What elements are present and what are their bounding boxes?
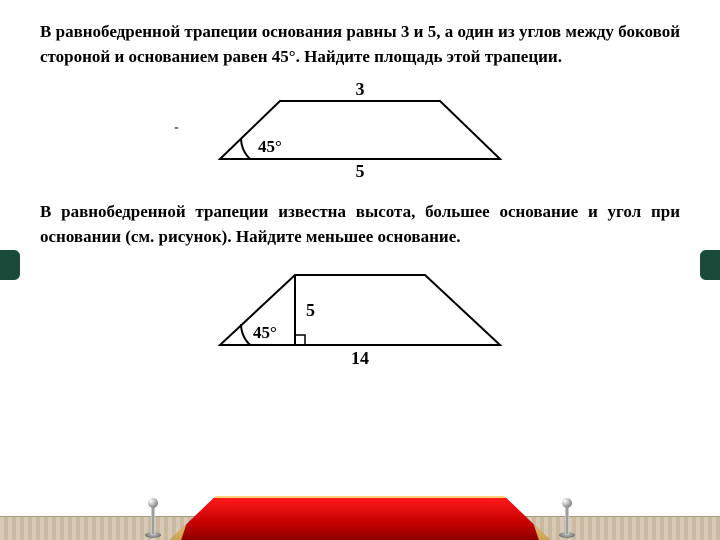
angle2-arc [241,324,250,345]
angle1-label: 45° [258,137,282,156]
problem2-figure: 5 14 45° [40,260,680,375]
angle2-label: 45° [253,323,277,342]
stanchion-right [559,498,575,538]
stanchion-left [145,498,161,538]
bottom-base2-label: 14 [351,348,369,368]
problem2-text: В равнобедренной трапеции известна высот… [40,200,680,249]
bottom-base1-label: 5 [356,161,365,179]
problem1-figure: 3 5 45° [40,79,680,184]
footer-decoration [0,492,720,540]
page-content: В равнобедренной трапеции основания равн… [0,0,720,375]
red-carpet [170,496,550,540]
problem1-text: В равнобедренной трапеции основания равн… [40,20,680,69]
top-base-label: 3 [356,79,365,99]
height-label: 5 [306,300,315,320]
right-angle-mark [295,335,305,345]
right-edge-fragment [700,250,720,280]
trapezoid2-svg: 5 14 45° [180,260,540,370]
angle1-arc [241,138,250,159]
left-edge-fragment [0,250,20,280]
stray-mark: - [174,120,179,136]
trapezoid1-svg: 3 5 45° [180,79,540,179]
